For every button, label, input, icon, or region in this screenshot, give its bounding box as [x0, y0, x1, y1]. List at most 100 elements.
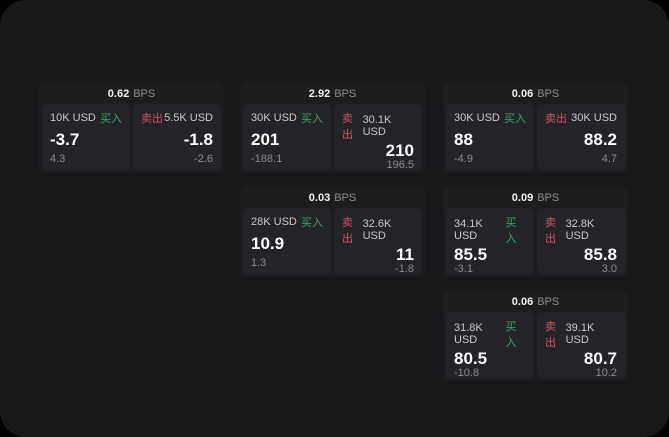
sell-price: -1.8 — [183, 130, 213, 149]
spread-value: 0.03 — [308, 191, 331, 204]
sell-top-row: 卖出 39.1K USD — [545, 318, 617, 350]
quote-card: 0.06 BPS 31.8K USD 买入 80.5 -10.8 卖出 39.1… — [443, 291, 628, 381]
buy-quote-panel[interactable]: 34.1K USD 买入 85.5 -3.1 — [446, 208, 534, 275]
buy-side-label: 买入 — [505, 217, 517, 245]
sell-quote-panel[interactable]: 卖出 5.5K USD -1.8 -2.6 — [133, 104, 221, 170]
sell-price: 210 — [385, 141, 414, 160]
buy-sub-value: 1.3 — [251, 257, 267, 269]
quote-card: 0.03 BPS 28K USD 买入 10.9 1.3 卖出 32.6K US… — [240, 187, 425, 277]
quote-body: 30K USD 买入 88 -4.9 卖出 30K USD 88.2 4.7 — [446, 104, 625, 170]
spread-unit-label: BPS — [133, 87, 156, 100]
sell-quote-panel[interactable]: 卖出 39.1K USD 80.7 10.2 — [537, 312, 625, 379]
sell-quote-panel[interactable]: 卖出 32.8K USD 85.8 3.0 — [537, 208, 625, 275]
buy-top-row: 28K USD 买入 — [251, 214, 323, 230]
buy-top-row: 34.1K USD 买入 — [454, 214, 526, 246]
buy-sub-value: 4.3 — [50, 153, 66, 165]
sell-top-row: 卖出 30K USD — [545, 110, 617, 126]
buy-quote-panel[interactable]: 30K USD 买入 201 -188.1 — [243, 104, 331, 170]
spread-value: 0.09 — [511, 191, 534, 204]
sell-sub-value: 4.7 — [601, 153, 617, 165]
quote-body: 28K USD 买入 10.9 1.3 卖出 32.6K USD 11 -1.8 — [243, 208, 422, 275]
buy-top-row: 30K USD 买入 — [251, 110, 323, 126]
sell-side-label: 卖出 — [342, 217, 353, 245]
spread-unit-label: BPS — [334, 191, 357, 204]
quote-body: 10K USD 买入 -3.7 4.3 卖出 5.5K USD -1.8 -2.… — [42, 104, 221, 170]
quote-card: 0.06 BPS 30K USD 买入 88 -4.9 卖出 30K USD 8… — [443, 83, 628, 173]
sell-sub-value: 196.5 — [386, 159, 414, 171]
buy-top-row: 31.8K USD 买入 — [454, 318, 526, 350]
quote-body: 34.1K USD 买入 85.5 -3.1 卖出 32.8K USD 85.8… — [446, 208, 625, 275]
sell-price: 85.8 — [583, 245, 617, 264]
buy-sub-value: -3.1 — [454, 263, 473, 275]
buy-price: 88 — [454, 130, 473, 149]
buy-sub-value: -4.9 — [454, 153, 473, 165]
sell-side-label: 卖出 — [545, 321, 556, 349]
sell-size-label: 32.8K USD — [565, 218, 595, 242]
buy-size-label: 30K USD — [454, 112, 500, 124]
quote-body: 31.8K USD 买入 80.5 -10.8 卖出 39.1K USD 80.… — [446, 312, 625, 379]
sell-size-label: 30K USD — [571, 112, 617, 124]
buy-price: 80.5 — [454, 349, 488, 368]
spread-header: 2.92 BPS — [243, 83, 422, 104]
sell-sub-value: 3.0 — [601, 263, 617, 275]
sell-price: 11 — [396, 245, 414, 264]
buy-price: 85.5 — [454, 245, 488, 264]
spread-unit-label: BPS — [334, 87, 357, 100]
buy-top-row: 10K USD 买入 — [50, 110, 122, 126]
buy-size-label: 10K USD — [50, 112, 96, 124]
sell-sub-value: -1.8 — [395, 263, 414, 275]
sell-size-label: 30.1K USD — [362, 114, 392, 138]
buy-side-label: 买入 — [301, 113, 323, 125]
sell-top-row: 卖出 5.5K USD — [141, 110, 213, 126]
buy-side-label: 买入 — [504, 113, 526, 125]
spread-header: 0.03 BPS — [243, 187, 422, 208]
buy-size-label: 28K USD — [251, 216, 297, 228]
sell-quote-panel[interactable]: 卖出 30K USD 88.2 4.7 — [537, 104, 625, 170]
buy-side-label: 买入 — [301, 217, 323, 229]
buy-price: 10.9 — [251, 234, 285, 253]
sell-side-label: 卖出 — [342, 113, 353, 141]
spread-header: 0.06 BPS — [446, 291, 625, 312]
buy-side-label: 买入 — [505, 321, 517, 349]
buy-quote-panel[interactable]: 10K USD 买入 -3.7 4.3 — [42, 104, 130, 170]
sell-top-row: 卖出 32.6K USD — [342, 214, 414, 246]
spread-unit-label: BPS — [537, 295, 560, 308]
buy-quote-panel[interactable]: 28K USD 买入 10.9 1.3 — [243, 208, 331, 274]
spread-unit-label: BPS — [537, 191, 560, 204]
sell-size-label: 32.6K USD — [362, 218, 392, 242]
buy-size-label: 31.8K USD — [454, 322, 483, 346]
spread-header: 0.06 BPS — [446, 83, 625, 104]
sell-size-label: 5.5K USD — [164, 112, 213, 124]
sell-top-row: 卖出 32.8K USD — [545, 214, 617, 246]
buy-quote-panel[interactable]: 31.8K USD 买入 80.5 -10.8 — [446, 312, 534, 379]
buy-top-row: 30K USD 买入 — [454, 110, 526, 126]
spread-header: 0.09 BPS — [446, 187, 625, 208]
sell-size-label: 39.1K USD — [565, 322, 595, 346]
spread-unit-label: BPS — [537, 87, 560, 100]
spread-value: 0.62 — [107, 87, 130, 100]
sell-price: 80.7 — [583, 349, 617, 368]
sell-side-label: 卖出 — [545, 113, 567, 125]
sell-quote-panel[interactable]: 卖出 30.1K USD 210 196.5 — [334, 104, 422, 171]
buy-side-label: 买入 — [100, 113, 122, 125]
spread-value: 0.06 — [511, 87, 534, 100]
quote-card: 0.62 BPS 10K USD 买入 -3.7 4.3 卖出 5.5K USD… — [39, 83, 224, 173]
spread-value: 0.06 — [511, 295, 534, 308]
quote-card: 0.09 BPS 34.1K USD 买入 85.5 -3.1 卖出 32.8K… — [443, 187, 628, 277]
buy-size-label: 34.1K USD — [454, 218, 483, 242]
sell-price: 88.2 — [583, 130, 617, 149]
sell-top-row: 卖出 30.1K USD — [342, 110, 414, 142]
buy-size-label: 30K USD — [251, 112, 297, 124]
sell-quote-panel[interactable]: 卖出 32.6K USD 11 -1.8 — [334, 208, 422, 275]
buy-sub-value: -188.1 — [251, 153, 283, 165]
spread-header: 0.62 BPS — [42, 83, 221, 104]
buy-quote-panel[interactable]: 30K USD 买入 88 -4.9 — [446, 104, 534, 170]
quote-body: 30K USD 买入 201 -188.1 卖出 30.1K USD 210 1… — [243, 104, 422, 171]
buy-price: -3.7 — [50, 130, 80, 149]
sell-sub-value: 10.2 — [595, 367, 617, 379]
buy-sub-value: -10.8 — [454, 367, 480, 379]
buy-price: 201 — [251, 130, 280, 149]
sell-side-label: 卖出 — [141, 113, 163, 125]
